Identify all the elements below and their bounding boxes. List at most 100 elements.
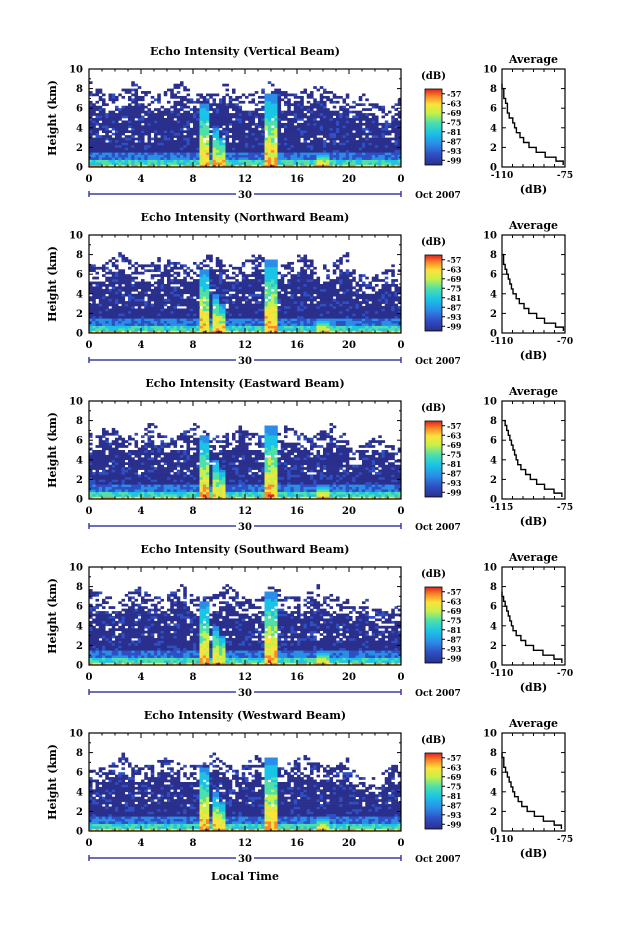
heatmap-cell xyxy=(147,288,152,292)
heatmap-cell xyxy=(128,293,132,297)
heatmap-cell xyxy=(358,164,363,168)
heatmap-cell xyxy=(128,118,132,121)
heatmap-cell xyxy=(157,306,161,309)
heatmap-cell xyxy=(206,296,210,299)
heatmap-cell xyxy=(215,147,220,151)
heatmap-cell xyxy=(157,125,161,129)
heatmap-cell xyxy=(297,154,301,158)
heatmap-cell xyxy=(98,296,103,299)
heatmap-cell xyxy=(355,147,360,151)
heatmap-cell xyxy=(241,276,246,280)
heatmap-cell xyxy=(141,284,145,287)
heatmap-cell xyxy=(261,303,265,307)
heatmap-cell xyxy=(267,315,272,319)
heatmap-cell xyxy=(176,103,181,107)
heatmap-cell xyxy=(254,149,259,153)
heatmap-cell xyxy=(342,120,347,124)
heatmap-cell xyxy=(128,308,132,312)
heatmap-cell xyxy=(329,113,334,116)
heatmap-cell xyxy=(199,315,204,319)
heatmap-cell xyxy=(199,269,204,273)
heatmap-cell xyxy=(131,118,135,121)
heatmap-cell xyxy=(248,303,252,307)
heatmap-cell xyxy=(251,93,256,97)
heatmap-cell xyxy=(235,162,239,165)
heatmap-cell xyxy=(378,108,382,111)
heatmap-cell xyxy=(215,103,220,107)
heatmap-cell xyxy=(196,142,200,146)
heatmap-cell xyxy=(355,115,360,119)
heatmap-cell xyxy=(219,149,223,153)
heatmap-cell xyxy=(147,320,152,324)
heatmap-cell xyxy=(98,157,103,160)
heatmap-cell xyxy=(384,288,389,292)
heatmap-cell xyxy=(228,144,233,148)
heatmap-cell xyxy=(248,149,252,153)
heatmap-cell xyxy=(287,271,291,275)
heatmap-cell xyxy=(170,105,174,109)
heatmap-cell xyxy=(303,315,308,319)
heatmap-cell xyxy=(183,288,187,292)
heatmap-cell xyxy=(212,274,217,277)
heatmap-cell xyxy=(378,301,382,304)
heatmap-cell xyxy=(264,261,269,265)
heatmap-cell xyxy=(212,320,217,324)
heatmap-cell xyxy=(313,140,317,143)
heatmap-cell xyxy=(375,323,379,326)
heatmap-cell xyxy=(170,115,174,119)
heatmap-cell xyxy=(115,288,119,292)
heatmap-cell xyxy=(254,140,259,143)
heatmap-cell xyxy=(108,140,113,143)
heatmap-cell xyxy=(329,288,334,292)
heatmap-cell xyxy=(339,130,343,133)
heatmap-cell xyxy=(238,147,243,151)
heatmap-cell xyxy=(394,325,399,329)
heatmap-cell xyxy=(170,286,174,290)
heatmap-cell xyxy=(225,110,230,114)
heatmap-cell xyxy=(209,125,213,129)
heatmap-cell xyxy=(115,140,119,143)
heatmap-cell xyxy=(371,162,376,165)
heatmap-cell xyxy=(349,127,353,131)
heatmap-cell xyxy=(368,284,373,287)
heatmap-cell xyxy=(176,303,181,307)
heatmap-cell xyxy=(336,315,340,319)
heatmap-cell xyxy=(115,293,119,297)
heatmap-cell xyxy=(358,115,363,119)
heatmap-cell xyxy=(89,113,93,116)
heatmap-cell xyxy=(323,108,327,111)
heatmap-cell xyxy=(368,325,373,329)
heatmap-cell xyxy=(222,325,226,329)
heatmap-cell xyxy=(186,281,191,285)
heatmap-cell xyxy=(261,315,265,319)
heatmap-cell xyxy=(290,130,295,133)
heatmap-cell xyxy=(394,288,399,292)
heatmap-cell xyxy=(313,98,317,102)
heatmap-cell xyxy=(352,318,356,322)
heatmap-cell xyxy=(92,125,96,129)
heatmap-cell xyxy=(196,284,200,287)
heatmap-cell xyxy=(219,276,223,280)
heatmap-cell xyxy=(391,142,395,146)
heatmap-cell xyxy=(381,284,386,287)
heatmap-cell xyxy=(362,281,366,285)
heatmap-cell xyxy=(352,323,356,326)
heatmap-cell xyxy=(121,115,126,119)
heatmap-cell xyxy=(319,313,324,317)
heatmap-cell xyxy=(352,100,356,104)
heatmap-cell xyxy=(277,298,282,302)
heatmap-cell xyxy=(358,310,363,314)
heatmap-cell xyxy=(170,140,174,143)
heatmap-cell xyxy=(267,164,272,168)
heatmap-cell xyxy=(89,162,93,165)
heatmap-cell xyxy=(371,310,376,314)
heatmap-cell xyxy=(199,325,204,329)
heatmap-cell xyxy=(274,271,278,275)
heatmap-cell xyxy=(303,132,308,136)
heatmap-cell xyxy=(368,162,373,165)
heatmap-cell xyxy=(134,325,139,329)
heatmap-cell xyxy=(271,162,275,165)
heatmap-cell xyxy=(391,157,395,160)
heatmap-cell xyxy=(297,137,301,141)
heatmap-cell xyxy=(186,301,191,304)
